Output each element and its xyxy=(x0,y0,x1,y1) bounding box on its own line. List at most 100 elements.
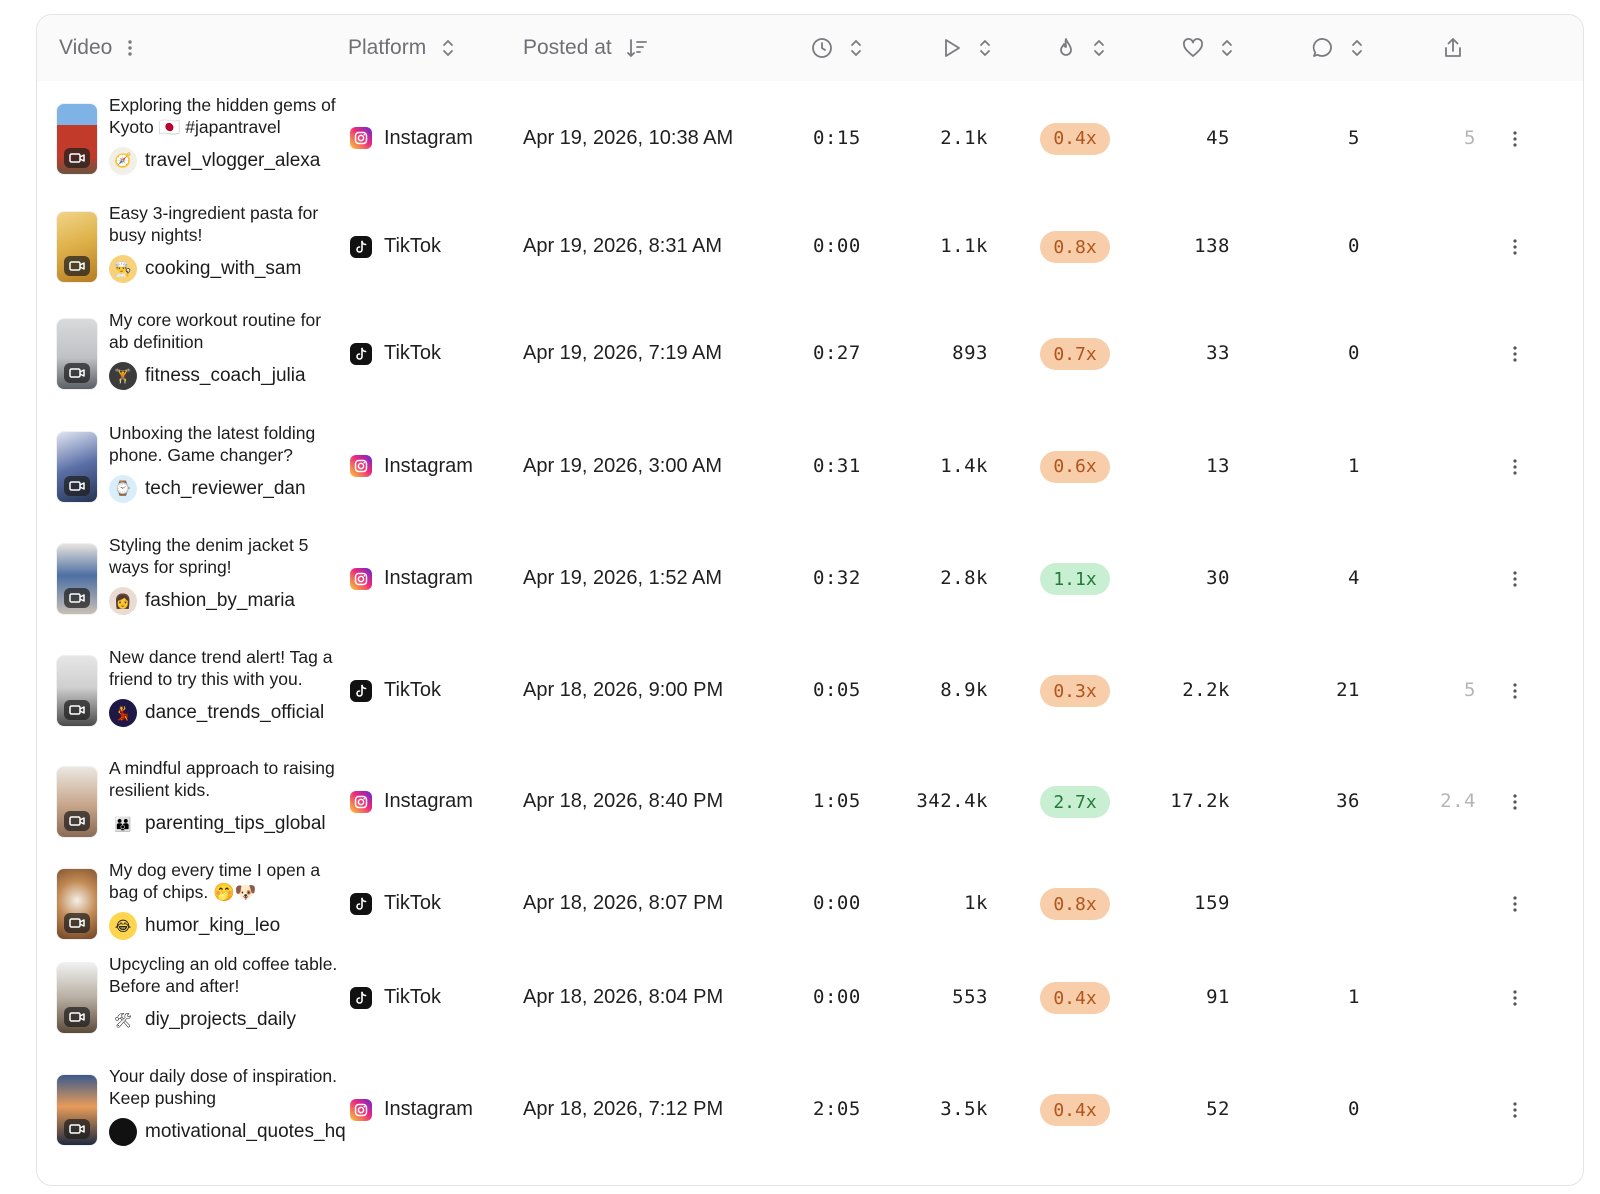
table-row[interactable]: Styling the denim jacket 5 ways for spri… xyxy=(37,523,1583,636)
platform-cell: TikTok xyxy=(350,235,441,258)
platform-cell: Instagram xyxy=(350,1098,473,1121)
creator[interactable]: 🧭 travel_vlogger_alexa xyxy=(109,146,320,175)
table-row[interactable]: New dance trend alert! Tag a friend to t… xyxy=(37,635,1583,748)
sort-icon[interactable] xyxy=(848,36,864,60)
video-camera-icon xyxy=(64,1007,90,1027)
creator[interactable]: 👩 fashion_by_maria xyxy=(109,587,295,615)
table-row[interactable]: Easy 3-ingredient pasta for busy nights!… xyxy=(37,196,1583,299)
table-row[interactable]: Upcycling an old coffee table. Before an… xyxy=(37,951,1583,1046)
flame-icon xyxy=(1060,38,1072,56)
platform-name: Instagram xyxy=(384,1098,473,1120)
platform-name: TikTok xyxy=(384,235,442,257)
video-title[interactable]: Styling the denim jacket 5 ways for spri… xyxy=(109,535,309,577)
likes: 45 xyxy=(1206,126,1230,149)
kebab-icon[interactable] xyxy=(126,38,134,58)
video-thumbnail[interactable] xyxy=(57,103,97,174)
row-menu-kebab-icon[interactable] xyxy=(1505,457,1525,477)
row-menu-kebab-icon[interactable] xyxy=(1505,894,1525,914)
table-row[interactable]: Exploring the hidden gems of Kyoto 🇯🇵 #j… xyxy=(37,81,1583,197)
video-title[interactable]: My dog every time I open a bag of chips.… xyxy=(109,860,321,902)
creator-handle: humor_king_leo xyxy=(145,915,281,936)
video-thumbnail[interactable] xyxy=(57,1075,97,1145)
table-row[interactable]: Unboxing the latest folding phone. Game … xyxy=(37,410,1583,524)
video-camera-icon xyxy=(64,700,90,720)
video-thumbnail[interactable] xyxy=(57,431,97,502)
video-title[interactable]: Your daily dose of inspiration. Keep pus… xyxy=(109,1066,337,1108)
sort-icon[interactable] xyxy=(440,36,456,60)
video-title[interactable]: My core workout routine for ab definitio… xyxy=(109,310,322,352)
row-menu-kebab-icon[interactable] xyxy=(1505,344,1525,364)
posted-at: Apr 18, 2026, 8:07 PM xyxy=(523,892,724,914)
ratio-column-header[interactable] xyxy=(1055,15,1107,81)
video-column-label: Video xyxy=(59,36,113,59)
creator[interactable]: 👨‍🍳 cooking_with_sam xyxy=(109,255,301,283)
creator[interactable]: 💃 dance_trends_official xyxy=(109,699,324,727)
engagement-ratio-badge: 0.7x xyxy=(1040,338,1110,370)
table-row[interactable]: A mindful approach to raising resilient … xyxy=(37,747,1583,858)
row-menu-kebab-icon[interactable] xyxy=(1505,792,1525,812)
posted-at: Apr 19, 2026, 10:38 AM xyxy=(523,126,734,149)
platform-name: TikTok xyxy=(384,342,442,364)
likes: 13 xyxy=(1206,454,1230,477)
video-thumbnail[interactable] xyxy=(57,656,97,726)
duration: 0:31 xyxy=(813,454,861,477)
platform-cell: Instagram xyxy=(350,127,473,150)
views: 342.4k xyxy=(916,790,988,812)
comments: 0 xyxy=(1348,235,1360,257)
video-thumbnail[interactable] xyxy=(57,767,97,837)
table-row[interactable]: My core workout routine for ab definitio… xyxy=(37,298,1583,411)
video-thumbnail[interactable] xyxy=(57,544,97,614)
video-thumbnail[interactable] xyxy=(57,869,97,939)
sort-icon[interactable] xyxy=(1219,36,1235,60)
video-title[interactable]: Exploring the hidden gems of Kyoto 🇯🇵 #j… xyxy=(109,94,336,137)
shares-column-header[interactable] xyxy=(1441,15,1465,81)
posted-column-header[interactable]: Posted at xyxy=(523,15,648,81)
comments: 21 xyxy=(1336,679,1360,701)
table-row[interactable]: My dog every time I open a bag of chips.… xyxy=(37,857,1583,952)
row-menu-kebab-icon[interactable] xyxy=(1505,681,1525,701)
row-menu-kebab-icon[interactable] xyxy=(1505,129,1525,149)
views: 1k xyxy=(964,892,988,914)
creator[interactable]: 🛠 diy_projects_daily xyxy=(109,1006,296,1034)
comments-column-header[interactable] xyxy=(1311,15,1365,81)
row-menu-kebab-icon[interactable] xyxy=(1505,1100,1525,1120)
video-title[interactable]: Easy 3-ingredient pasta for busy nights! xyxy=(109,203,319,245)
video-camera-icon xyxy=(64,588,90,608)
row-menu-kebab-icon[interactable] xyxy=(1505,237,1525,257)
creator[interactable]: 🏋 fitness_coach_julia xyxy=(109,362,306,390)
row-menu-kebab-icon[interactable] xyxy=(1505,569,1525,589)
sort-icon[interactable] xyxy=(1349,36,1365,60)
sort-icon[interactable] xyxy=(977,36,993,60)
video-column-header[interactable]: Video xyxy=(59,15,134,81)
creator[interactable]: 😂 humor_king_leo xyxy=(109,912,280,940)
video-title[interactable]: New dance trend alert! Tag a friend to t… xyxy=(109,647,333,689)
sort-icon[interactable] xyxy=(1091,36,1107,60)
clock-icon xyxy=(812,38,832,58)
video-title[interactable]: A mindful approach to raising resilient … xyxy=(109,758,335,800)
creator[interactable]: ⌚ tech_reviewer_dan xyxy=(109,474,306,503)
video-camera-icon xyxy=(64,147,90,168)
creator-handle: dance_trends_official xyxy=(145,702,325,723)
duration: 1:05 xyxy=(813,790,861,812)
duration-column-header[interactable] xyxy=(810,15,864,81)
table-row[interactable]: Your daily dose of inspiration. Keep pus… xyxy=(37,1045,1583,1175)
creator-handle: diy_projects_daily xyxy=(145,1009,297,1030)
share-icon[interactable] xyxy=(1441,36,1465,60)
creator[interactable]: motivational_quotes_hq xyxy=(109,1118,346,1146)
posted-at: Apr 19, 2026, 7:19 AM xyxy=(523,342,723,364)
sort-desc-icon[interactable] xyxy=(626,37,648,59)
platform-column-header[interactable]: Platform xyxy=(348,15,456,81)
row-menu-kebab-icon[interactable] xyxy=(1505,988,1525,1008)
creator[interactable]: 👪 parenting_tips_global xyxy=(109,810,326,838)
video-camera-icon xyxy=(64,811,90,831)
creator-handle: tech_reviewer_dan xyxy=(145,477,306,499)
views-column-header[interactable] xyxy=(941,15,993,81)
video-thumbnail[interactable] xyxy=(57,319,97,389)
video-thumbnail[interactable] xyxy=(57,212,97,282)
engagement-ratio-badge: 0.8x xyxy=(1040,888,1110,920)
likes-column-header[interactable] xyxy=(1181,15,1235,81)
video-title[interactable]: Upcycling an old coffee table. Before an… xyxy=(109,954,338,996)
video-thumbnail[interactable] xyxy=(57,963,97,1033)
video-camera-icon xyxy=(64,256,90,276)
video-title[interactable]: Unboxing the latest folding phone. Game … xyxy=(109,422,316,465)
